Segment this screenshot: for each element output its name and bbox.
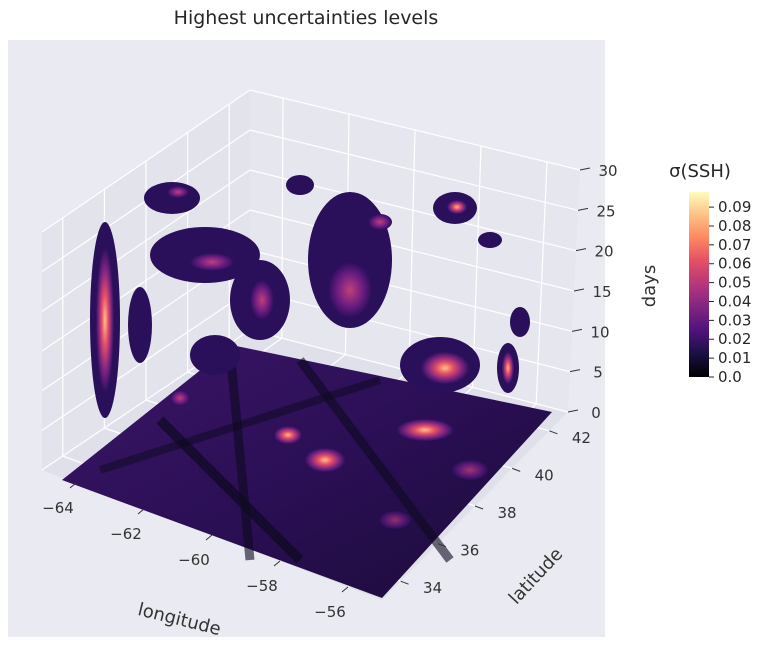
z-tick-label: 20 bbox=[594, 243, 613, 261]
x-tick-label: −64 bbox=[42, 499, 74, 517]
x-tick-label: −60 bbox=[178, 551, 210, 569]
colorbar-tick-label: 0.04 bbox=[718, 292, 751, 310]
blob bbox=[144, 182, 200, 214]
colorbar-tick-label: 0.09 bbox=[718, 198, 751, 216]
floor-hotspot bbox=[274, 426, 302, 444]
z-tick-mark bbox=[575, 248, 587, 252]
colorbar-gradient bbox=[689, 192, 709, 377]
uncertainty-blobs bbox=[90, 175, 530, 418]
z-axis-label: days bbox=[639, 265, 660, 308]
blob-core bbox=[250, 280, 274, 320]
blob bbox=[510, 307, 530, 337]
colorbar-tick-label: 0.08 bbox=[718, 217, 751, 235]
z-tick-mark bbox=[579, 167, 591, 171]
x-grid-line-wall bbox=[472, 145, 482, 388]
floor-hotspot bbox=[452, 460, 488, 480]
tick-labels: 0 5 10 15 20 25 30 −64 −62 −60 −58 −56 34 36 38 40 42 bbox=[42, 162, 617, 621]
y-tick-label: 40 bbox=[535, 466, 554, 484]
z-tick-mark bbox=[567, 409, 579, 413]
blob bbox=[128, 287, 152, 363]
x-tick-mark bbox=[69, 482, 77, 489]
chart-title: Highest uncertainties levels bbox=[174, 7, 439, 29]
y-tick-mark bbox=[549, 430, 558, 435]
y-tick-label: 36 bbox=[460, 542, 479, 560]
blob-core bbox=[368, 214, 392, 230]
z-tick-mark bbox=[571, 328, 583, 332]
x-tick-label: −62 bbox=[110, 525, 142, 543]
z-tick-label: 5 bbox=[593, 364, 603, 382]
blob bbox=[478, 232, 502, 248]
y-tick-label: 38 bbox=[497, 504, 516, 522]
y-tick-mark bbox=[400, 580, 409, 585]
y-tick-mark bbox=[474, 505, 484, 510]
z-tick-mark bbox=[577, 207, 589, 211]
colorbar-tick-label: 0.02 bbox=[718, 330, 751, 348]
colorbar-tick-label: 0.05 bbox=[718, 274, 751, 292]
z-tick-label: 30 bbox=[598, 162, 617, 180]
x-tick-mark bbox=[341, 586, 349, 593]
floor-dark-track bbox=[225, 349, 255, 561]
x-tick-mark bbox=[273, 560, 281, 567]
blob-core bbox=[190, 253, 234, 271]
y-tick-label: 34 bbox=[423, 579, 442, 597]
floor-hotspot bbox=[305, 448, 345, 472]
z-tick-label: 0 bbox=[591, 404, 601, 422]
floor-hotspot bbox=[170, 390, 190, 406]
blob-core bbox=[167, 186, 189, 198]
x-grid-line-wall bbox=[535, 161, 548, 404]
floor-hotspot bbox=[397, 419, 453, 441]
colorbar-tick-label: 0.07 bbox=[718, 236, 751, 254]
z-tick-mark bbox=[569, 369, 581, 373]
colorbar-tick-label: 0.06 bbox=[718, 255, 751, 273]
x-tick-label: −58 bbox=[246, 577, 278, 595]
y-tick-mark bbox=[437, 543, 446, 548]
z-tick-label: 15 bbox=[592, 283, 611, 301]
blob bbox=[190, 335, 240, 375]
blob-core bbox=[502, 352, 514, 384]
x-tick-mark bbox=[205, 534, 213, 541]
z-grid-line bbox=[41, 89, 581, 233]
floor-dark-track bbox=[98, 376, 382, 474]
blob bbox=[286, 175, 314, 195]
z-tick-mark bbox=[573, 288, 585, 292]
blob-core bbox=[421, 352, 469, 384]
z-tick-label: 25 bbox=[596, 202, 615, 220]
floor-hotspot bbox=[379, 511, 411, 529]
z-tick-label: 10 bbox=[590, 323, 609, 341]
floor-dark-track bbox=[296, 357, 454, 563]
x-grid-line-wall bbox=[408, 129, 416, 372]
colorbar-label: σ(SSH) bbox=[669, 161, 731, 182]
blob-core bbox=[447, 200, 467, 214]
blob-core bbox=[328, 262, 372, 318]
spindle-blob-core bbox=[96, 248, 114, 392]
colorbar-ticks: 0.00.010.020.030.040.050.060.070.080.09 bbox=[709, 198, 751, 386]
x-tick-mark bbox=[137, 508, 145, 515]
y-tick-label: 42 bbox=[572, 429, 591, 447]
z-grid-line bbox=[41, 129, 579, 273]
x-tick-label: −56 bbox=[314, 603, 346, 621]
y-tick-mark bbox=[512, 467, 521, 472]
colorbar-tick-label: 0.01 bbox=[718, 349, 751, 367]
colorbar-tick-label: 0.0 bbox=[718, 368, 742, 386]
colorbar-tick-label: 0.03 bbox=[718, 311, 751, 329]
colorbar: σ(SSH) 0.00.010.020.030.040.050.060.070.… bbox=[669, 161, 751, 386]
